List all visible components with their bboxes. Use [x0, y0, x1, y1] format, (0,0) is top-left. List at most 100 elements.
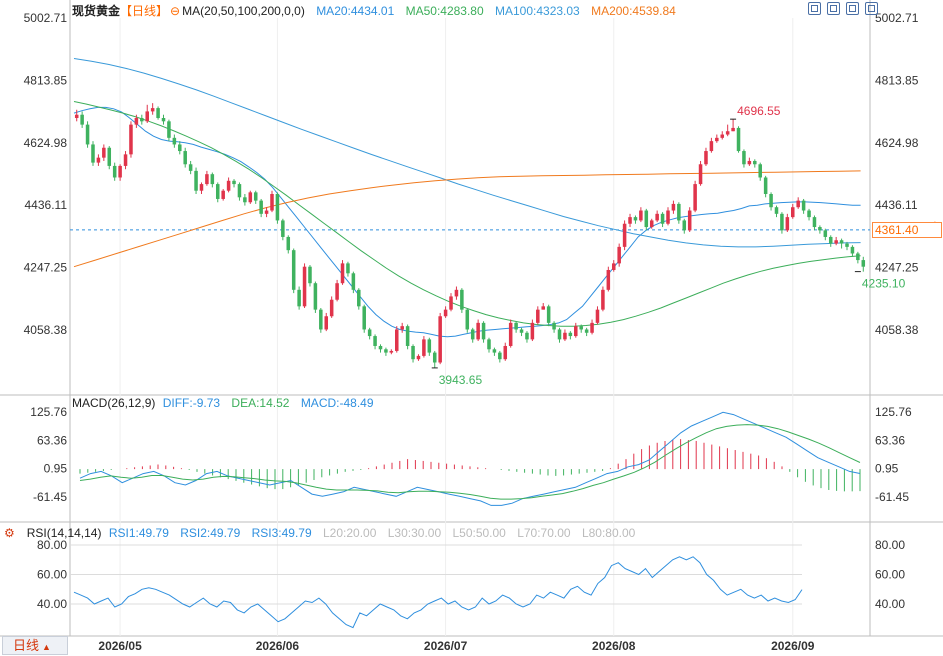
macd-params: MACD(26,12,9): [72, 396, 156, 410]
candle-body: [243, 197, 247, 203]
candle-body: [91, 144, 95, 163]
candle-body: [389, 350, 394, 353]
candle-body: [644, 210, 649, 228]
ma200-value: MA200:4539.84: [591, 4, 676, 18]
fullscreen-icon[interactable]: [808, 2, 821, 15]
settings-icon[interactable]: ⊖: [170, 4, 181, 18]
candle-body: [156, 108, 160, 119]
candle-body: [161, 118, 166, 122]
candle-body: [362, 306, 366, 330]
toolbar: [808, 2, 878, 15]
candle-body: [557, 329, 562, 340]
last-price-value: 4361.40: [875, 222, 919, 237]
period-selector[interactable]: 日线 ▲: [2, 636, 68, 655]
last-price-label: 4361.40: [872, 221, 942, 238]
candle-body: [324, 316, 329, 330]
ma20-value: MA20:4434.01: [316, 4, 395, 18]
dea-value: DEA:14.52: [231, 396, 290, 410]
candle-body: [454, 289, 459, 297]
candle-body: [492, 349, 497, 353]
rsi-line: [73, 556, 803, 629]
candle-body: [465, 309, 470, 330]
ma-line-ma100: [73, 58, 861, 248]
candle-body: [335, 283, 339, 300]
period-tag: 【日线】: [120, 4, 169, 18]
candle-body: [666, 210, 670, 224]
rsi1-value: RSI1:49.79: [108, 526, 169, 540]
layout-icon[interactable]: [846, 2, 859, 15]
candle-body: [297, 289, 301, 307]
candle-body: [823, 230, 828, 237]
macd-tick-right: 63.36: [875, 433, 905, 447]
candle-body: [801, 200, 806, 211]
l20-value: L20:20.00: [323, 526, 377, 540]
candle-body: [140, 118, 144, 122]
macd-panel[interactable]: [79, 411, 861, 506]
candle-body: [498, 352, 502, 360]
candle-body: [709, 141, 714, 152]
ma-line-ma50: [73, 101, 861, 327]
candle-body: [259, 200, 263, 214]
candle-body: [687, 210, 692, 231]
ma-params: MA(20,50,100,200,0,0): [182, 4, 305, 18]
candle-body: [449, 296, 453, 310]
price-tick-right: 4624.98: [875, 136, 919, 150]
candle-body: [237, 184, 242, 198]
date-tick: 2026/08: [592, 639, 636, 653]
candle-body: [812, 217, 817, 228]
candle-body: [291, 250, 296, 290]
diff-line: [79, 411, 861, 506]
candle-body: [508, 322, 513, 346]
candle-body: [503, 345, 508, 360]
candle-body: [411, 345, 415, 360]
price-tick-left: 5002.71: [24, 11, 68, 25]
candle-body: [378, 345, 383, 350]
candle-body: [725, 131, 730, 135]
candle-body: [129, 124, 133, 155]
price-tick-left: 4813.85: [24, 73, 68, 87]
candle-body: [172, 137, 177, 145]
candle-body: [215, 184, 220, 199]
candle-body: [720, 134, 725, 138]
candle-body: [319, 309, 323, 330]
candle-body: [405, 326, 410, 346]
ma-line-ma20: [73, 106, 861, 338]
candle-body: [514, 322, 518, 330]
zoom-icon[interactable]: [827, 2, 840, 15]
rsi-settings-icon[interactable]: ⚙: [4, 526, 15, 540]
candle-body: [85, 124, 90, 145]
price-annotations: 4696.55 3943.65 4235.10: [431, 104, 906, 387]
candle-body: [536, 309, 540, 323]
candle-body: [264, 210, 269, 214]
candle-body: [769, 194, 773, 208]
date-tick: 2026/07: [424, 639, 468, 653]
candle-body: [677, 203, 681, 221]
ma100-value: MA100:4323.03: [495, 4, 580, 18]
price-tick-left: 4058.38: [24, 323, 68, 337]
candle-body: [807, 210, 811, 218]
candle-body: [221, 190, 225, 199]
candle-body: [340, 263, 345, 284]
candle-body: [80, 114, 84, 125]
candle-body: [123, 154, 128, 166]
candle-body: [655, 213, 659, 221]
candle-body: [552, 322, 556, 330]
candle-body: [845, 243, 849, 247]
settings-grid-icon[interactable]: [865, 2, 878, 15]
candle-body: [432, 352, 437, 363]
candle-body: [438, 316, 442, 363]
candlesticks[interactable]: [74, 103, 866, 368]
macd-tick-left: 63.36: [37, 433, 67, 447]
candle-body: [834, 240, 838, 244]
rsi-panel[interactable]: [70, 544, 803, 629]
candle-body: [384, 349, 388, 353]
candle-body: [102, 147, 106, 158]
candle-body: [715, 137, 719, 142]
macd-tick-left: 0.95: [44, 462, 68, 476]
grid-lines: [0, 0, 943, 637]
macd-tick-left: 125.76: [30, 405, 67, 419]
candle-body: [107, 147, 112, 166]
candle-body: [329, 299, 334, 317]
price-tick-left: 4624.98: [24, 136, 68, 150]
